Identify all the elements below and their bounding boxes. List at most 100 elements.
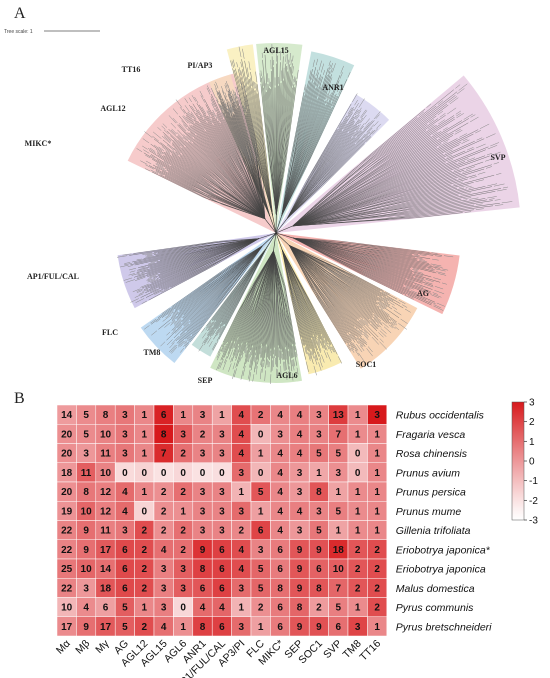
heatmap-cell-value: 9: [316, 622, 322, 633]
clade-branches: [275, 83, 513, 234]
heatmap-cell-value: 18: [333, 545, 345, 556]
heatmap-cell-value: 5: [83, 429, 89, 440]
heatmap-cell-value: 3: [219, 506, 225, 517]
heatmap-cell-value: 4: [277, 468, 283, 479]
heatmap-cell-value: 4: [297, 429, 303, 440]
heatmap-cell-value: 3: [122, 526, 128, 537]
heatmap-cell-value: 1: [180, 506, 186, 517]
heatmap-cell-value: 8: [277, 583, 283, 594]
heatmap-cell-value: 0: [180, 603, 186, 614]
heatmap-row-label: Fragaria vesca: [396, 429, 466, 441]
heatmap-cell-value: 1: [355, 487, 361, 498]
heatmap-cell-value: 2: [316, 603, 322, 614]
clade-label: SEP: [198, 376, 213, 385]
clade-label: AP1/FUL/CAL: [27, 272, 79, 281]
heatmap-column-label: Mβ: [73, 638, 92, 657]
heatmap-cell-value: 3: [297, 526, 303, 537]
clade-branches: [214, 83, 277, 234]
clade-branches: [275, 232, 411, 362]
heatmap-cell-value: 6: [219, 545, 225, 556]
heatmap-cell-value: 8: [297, 603, 303, 614]
heatmap-cell-value: 4: [277, 487, 283, 498]
clade-label: PI/AP3: [188, 61, 213, 70]
heatmap-cell-value: 4: [161, 622, 167, 633]
heatmap-cell-value: 1: [336, 526, 342, 537]
heatmap-cell-value: 2: [355, 583, 361, 594]
heatmap-cell-value: 17: [100, 545, 112, 556]
heatmap-cell-value: 2: [355, 564, 361, 575]
heatmap-cell-value: 9: [297, 583, 303, 594]
clade-label: AG: [417, 289, 429, 298]
heatmap-cell-value: 0: [355, 468, 361, 479]
heatmap-cell-value: 3: [161, 603, 167, 614]
heatmap-cell-value: 3: [239, 468, 245, 479]
heatmap-cell-value: 5: [316, 449, 322, 460]
heatmap-cell-value: 6: [316, 564, 322, 575]
heatmap-cell-value: 5: [316, 526, 322, 537]
heatmap-cell-value: 1: [355, 506, 361, 517]
heatmap-cell-value: 1: [374, 468, 380, 479]
clade-branches: [198, 232, 277, 352]
heatmap-cell-value: 8: [161, 429, 167, 440]
clade-label: MIKC*: [25, 139, 52, 148]
heatmap-cell-value: 2: [374, 564, 380, 575]
clade-labels: MIKC* AGL12 TT16 PI/AP3 AGL15 ANR1 SVP AG SOC1 AG…: [25, 46, 506, 385]
heatmap-cell-value: 18: [100, 583, 112, 594]
colorbar-gradient: [511, 401, 525, 521]
heatmap-cell-value: 1: [142, 449, 148, 460]
heatmap-cell-value: 4: [297, 410, 303, 421]
heatmap-cell-value: 3: [180, 564, 186, 575]
heatmap-cell-value: 9: [83, 622, 89, 633]
clade-label: TM8: [144, 348, 161, 357]
heatmap-cell-value: 6: [219, 622, 225, 633]
heatmap-cell-value: 3: [239, 622, 245, 633]
heatmap-cell-value: 8: [200, 564, 206, 575]
heatmap-cell-value: 14: [100, 564, 112, 575]
heatmap-cell-value: 3: [239, 583, 245, 594]
heatmap-cell-value: 3: [83, 449, 89, 460]
heatmap-cell-value: 6: [336, 622, 342, 633]
heatmap-cell-value: 1: [142, 429, 148, 440]
heatmap-cell-value: 1: [142, 410, 148, 421]
heatmap-cell-value: 6: [258, 526, 264, 537]
colorbar-tick-label: -3: [529, 516, 538, 527]
heatmap-cell-value: 7: [336, 583, 342, 594]
heatmap-cell-value: 1: [374, 506, 380, 517]
heatmap-cell-value: 6: [277, 545, 283, 556]
tree-branches: [116, 44, 513, 385]
heatmap-cell-value: 11: [81, 468, 92, 479]
heatmap-cell-value: 9: [316, 545, 322, 556]
heatmap-cell-value: 3: [355, 622, 361, 633]
heatmap-cell-value: 3: [239, 506, 245, 517]
heatmap-cell-value: 3: [219, 449, 225, 460]
heatmap-row-label: Malus domestica: [396, 583, 475, 595]
heatmap-cell-value: 2: [200, 429, 206, 440]
heatmap-cell-value: 14: [61, 410, 73, 421]
heatmap-cell-value: 2: [161, 526, 167, 537]
heatmap-cell-value: 1: [355, 429, 361, 440]
heatmap-cell-value: 8: [200, 622, 206, 633]
heatmap-cell-value: 9: [83, 545, 89, 556]
heatmap-column-label: Mα: [54, 638, 73, 657]
colorbar-tick-label: 1: [529, 437, 535, 448]
heatmap-cell-value: 20: [61, 487, 73, 498]
heatmap-cell-value: 2: [258, 410, 264, 421]
heatmap-cell-value: 3: [200, 526, 206, 537]
heatmap-column-label: TT16: [357, 638, 383, 664]
heatmap-cell-value: 2: [180, 545, 186, 556]
heatmap-cell-value: 3: [161, 564, 167, 575]
heatmap-cell-value: 8: [83, 487, 89, 498]
heatmap-cell-value: 3: [200, 410, 206, 421]
heatmap-cell-value: 3: [161, 583, 167, 594]
heatmap-cell-value: 3: [180, 429, 186, 440]
heatmap-cell-value: 1: [374, 449, 380, 460]
heatmap-colorbar: 3 2 1 0 -1 -2 -3: [511, 398, 538, 527]
heatmap-cell-value: 22: [61, 526, 73, 537]
clade-label: SOC1: [356, 360, 376, 369]
panel-b-letter: B: [14, 390, 25, 407]
heatmap-panel: B 14 5 8 3 1 6 1 3 1 4 2 4 4 3 13 1 320 5 10 3 1 8 3 2 3 4 0 3 4 3 7 1 1…: [14, 390, 538, 678]
heatmap-cell-value: 2: [374, 583, 380, 594]
clade-label: AGL12: [100, 104, 125, 113]
heatmap-cell-value: 0: [200, 468, 206, 479]
heatmap-cell-value: 4: [83, 603, 89, 614]
